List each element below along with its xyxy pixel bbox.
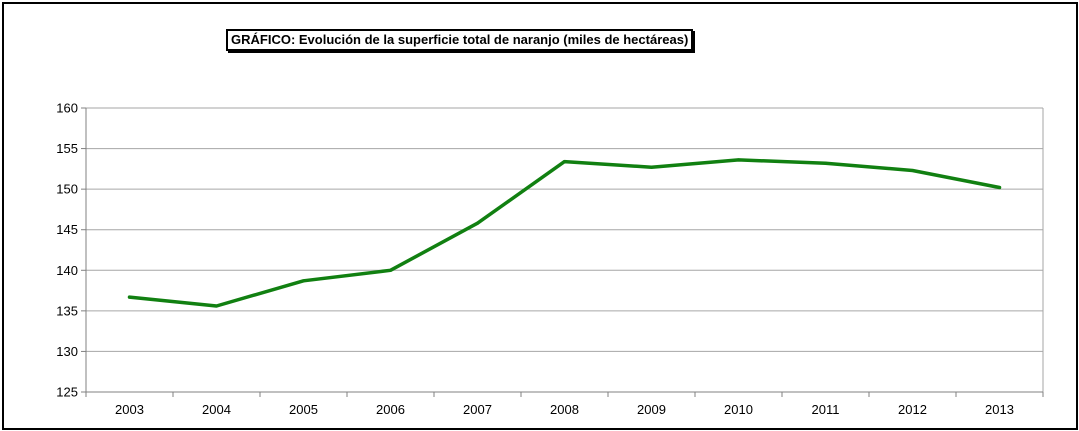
- x-tick-label: 2012: [898, 402, 927, 417]
- y-tick-label: 140: [56, 263, 78, 278]
- axes: [81, 107, 1044, 397]
- data-point: [215, 304, 218, 308]
- x-tick-label: 2003: [115, 402, 144, 417]
- series-lines: [127, 158, 1002, 308]
- x-tick-label: 2007: [463, 402, 492, 417]
- data-point: [302, 279, 305, 283]
- x-tick-labels: 2003 2004 2005 2006 2007 2008 2009 2010 2011 2012…: [115, 402, 1014, 417]
- data-point: [650, 165, 653, 169]
- data-point: [563, 160, 566, 164]
- data-point: [824, 161, 827, 165]
- y-tick-label: 135: [56, 303, 78, 318]
- x-tick-label: 2004: [202, 402, 231, 417]
- y-tick-label: 125: [56, 385, 78, 400]
- x-tick-label: 2011: [812, 402, 840, 417]
- y-tick-label: 150: [56, 182, 78, 197]
- series-line: [127, 158, 1002, 308]
- x-tick-label: 2009: [637, 402, 666, 417]
- x-tick-label: 2008: [550, 402, 579, 417]
- chart-title: GRÁFICO: Evolución de la superficie tota…: [226, 29, 694, 51]
- y-tick-label: 155: [56, 141, 78, 156]
- data-point: [737, 158, 740, 162]
- data-point: [476, 221, 479, 225]
- y-tick-label: 130: [56, 344, 78, 359]
- gridlines: [86, 107, 1043, 352]
- y-tick-label: 160: [56, 101, 78, 116]
- data-point: [128, 295, 131, 299]
- y-tick-label: 145: [56, 222, 78, 237]
- data-point: [389, 268, 392, 272]
- x-tick-label: 2010: [724, 402, 753, 417]
- data-point: [998, 186, 1001, 190]
- x-tick-label: 2006: [376, 402, 405, 417]
- x-tick-label: 2013: [985, 402, 1014, 417]
- data-point: [911, 168, 914, 172]
- y-tick-labels: 125 130 135 140 145 150 155 160: [56, 101, 78, 400]
- x-tick-label: 2005: [289, 402, 318, 417]
